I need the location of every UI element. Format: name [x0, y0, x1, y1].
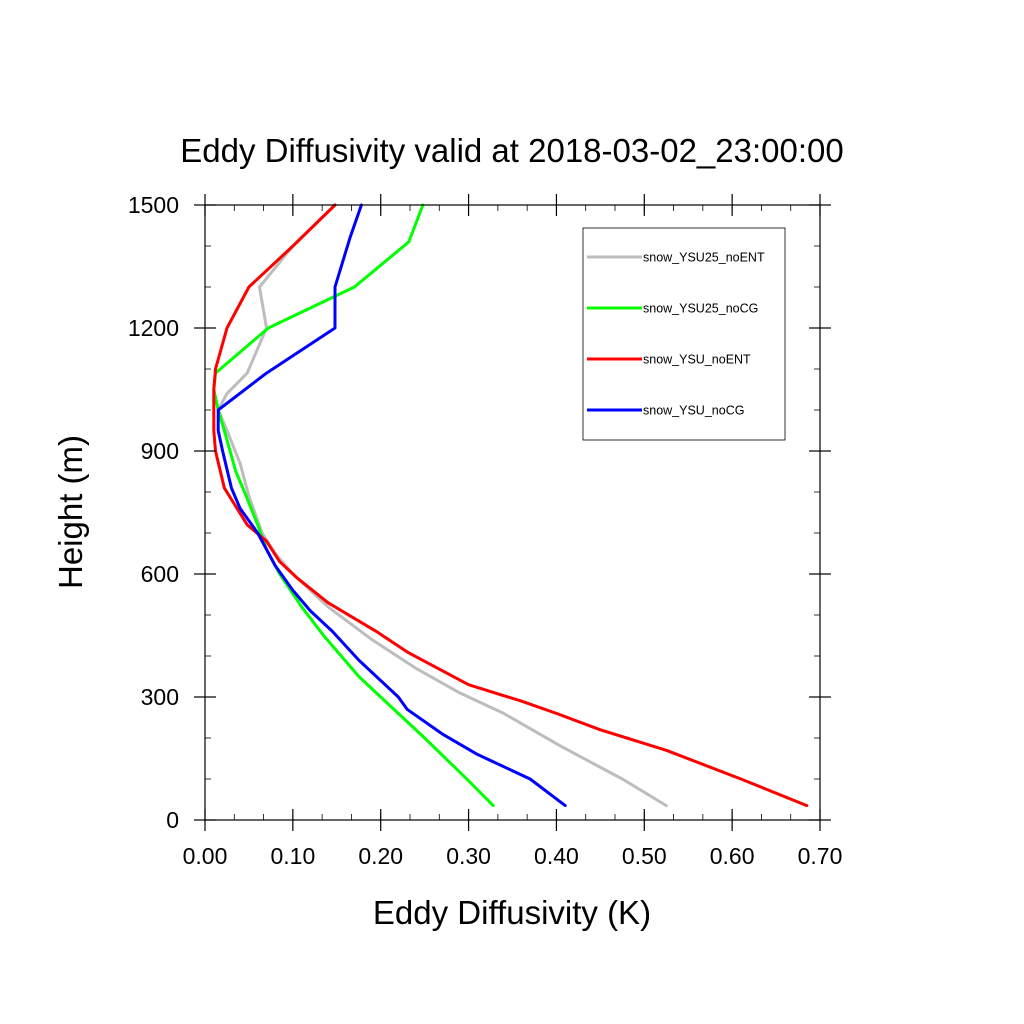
y-tick-label: 300 [141, 684, 179, 710]
x-tick-label: 0.00 [183, 843, 228, 869]
chart-title: Eddy Diffusivity valid at 2018-03-02_23:… [180, 132, 843, 169]
legend-label: snow_YSU25_noCG [643, 302, 758, 316]
series-line-snow_YSU_noCG [216, 203, 567, 808]
x-axis-label: Eddy Diffusivity (K) [373, 894, 651, 931]
legend-label: snow_YSU_noENT [643, 353, 751, 367]
legend: snow_YSU25_noENT snow_YSU25_noCG snow_YSU_… [582, 227, 786, 441]
x-tick-label: 0.30 [446, 843, 491, 869]
y-axis-label: Height (m) [52, 435, 89, 589]
legend-label: snow_YSU25_noENT [643, 251, 765, 265]
series-line-snow_YSU_noENT [212, 203, 809, 808]
legend-label: snow_YSU_noCG [643, 404, 744, 418]
y-tick-label: 900 [141, 438, 179, 464]
plot-frame [204, 204, 821, 821]
x-tick-label: 0.40 [534, 843, 579, 869]
x-tick-label: 0.10 [270, 843, 315, 869]
x-tick-label: 0.20 [358, 843, 403, 869]
legend-box [582, 227, 786, 441]
y-tick-label: 0 [166, 807, 179, 833]
x-tick-label: 0.50 [622, 843, 667, 869]
series-layer [212, 203, 809, 808]
y-tick-label: 600 [141, 561, 179, 587]
series-line-snow_YSU25_noCG [212, 203, 495, 808]
y-tick-label: 1200 [128, 315, 179, 341]
x-tick-label: 0.60 [710, 843, 755, 869]
y-tick-label: 1500 [128, 192, 179, 218]
x-tick-label: 0.70 [798, 843, 843, 869]
